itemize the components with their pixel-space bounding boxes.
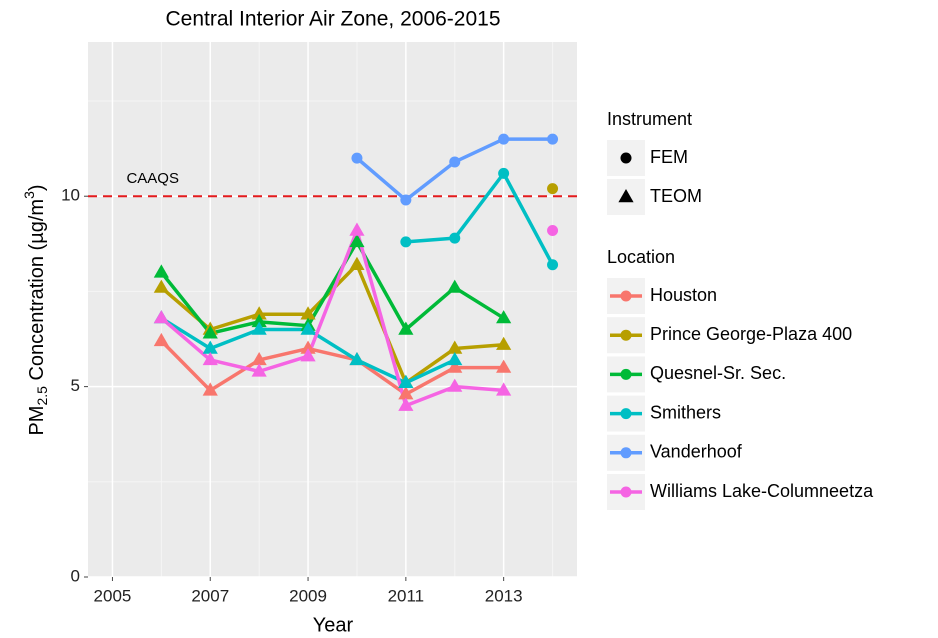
teom-point [496, 382, 512, 396]
legend-symbol [620, 447, 632, 459]
teom-point [202, 340, 218, 354]
teom-point [153, 279, 169, 293]
fem-point [498, 167, 510, 179]
series-line [160, 228, 504, 408]
x-tick-label: 2005 [94, 586, 132, 605]
teom-point [300, 321, 316, 335]
teom-point [349, 222, 365, 236]
y-label-main: PM [26, 406, 48, 436]
teom-point [447, 340, 463, 354]
teom-point [398, 397, 414, 411]
teom-point [251, 363, 267, 377]
teom-point [300, 306, 316, 320]
teom-point [251, 351, 267, 366]
fem-point [547, 133, 559, 145]
fem-point [547, 183, 559, 195]
reference-label: CAAQS [126, 170, 179, 187]
fem-point [547, 259, 559, 271]
teom-point [153, 332, 169, 347]
x-tick-label: 2009 [289, 586, 327, 605]
y-label-sub: 2.5 [34, 386, 50, 406]
fem-point [400, 194, 412, 206]
y-tick-label: 0 [71, 566, 80, 585]
y-axis-label: PM2.5 Concentration (µg/m3) [21, 184, 50, 435]
legend-symbol [620, 290, 632, 302]
legend-symbol [620, 486, 632, 498]
legend-label: TEOM [650, 186, 702, 206]
y-label-sup: 3 [21, 191, 37, 199]
legend-title: Instrument [607, 109, 692, 129]
x-axis-label: Year [313, 614, 354, 636]
legend-symbol [620, 368, 632, 380]
teom-point [153, 264, 169, 278]
y-tick-label: 5 [71, 376, 80, 395]
teom-point [496, 310, 512, 324]
teom-point [251, 313, 267, 328]
teom-point [447, 378, 463, 392]
teom-point [349, 233, 365, 248]
legend-label: Williams Lake-Columneetza [650, 481, 874, 501]
legend-title: Location [607, 247, 675, 267]
x-tick-label: 2007 [191, 586, 229, 605]
legend-label: Vanderhoof [650, 442, 743, 462]
teom-point [349, 256, 365, 270]
fem-point [400, 236, 412, 248]
legend-symbol [620, 152, 632, 164]
series-line [405, 171, 555, 266]
teom-point [398, 321, 414, 335]
legend-symbol [620, 408, 632, 420]
teom-point [300, 348, 316, 362]
y-label-text: Concentration (µg/m [26, 199, 48, 386]
legend-label: Smithers [650, 402, 721, 422]
series-line [160, 339, 504, 396]
teom-point [251, 321, 267, 335]
series-line [159, 240, 505, 336]
teom-point [251, 306, 267, 320]
fem-point [449, 156, 461, 168]
x-tick-label: 2011 [388, 586, 425, 605]
teom-point [300, 340, 316, 354]
teom-point [496, 336, 512, 350]
fem-point [351, 152, 363, 164]
teom-point [153, 310, 169, 324]
y-label-end: ) [26, 184, 48, 191]
teom-point [447, 351, 463, 366]
panel [88, 42, 577, 577]
legend-label: Quesnel-Sr. Sec. [650, 363, 786, 383]
legend-symbol [620, 329, 632, 341]
legend-label: FEM [650, 147, 688, 167]
legend-symbol [618, 189, 634, 203]
teom-point [398, 374, 414, 389]
teom-point [398, 386, 414, 400]
teom-point [349, 351, 365, 366]
x-tick-label: 2013 [485, 586, 523, 605]
y-tick-label: 10 [61, 186, 80, 205]
legend-label: Houston [650, 285, 717, 305]
fem-point [449, 232, 461, 244]
legend-label: Prince George-Plaza 400 [650, 324, 852, 344]
fem-point [498, 133, 510, 145]
teom-point [202, 382, 218, 396]
chart-title: Central Interior Air Zone, 2006-2015 [165, 8, 500, 31]
teom-point [496, 359, 512, 373]
teom-point [202, 325, 218, 339]
teom-point [447, 279, 463, 293]
teom-point [447, 359, 463, 373]
teom-point [202, 351, 218, 366]
fem-point [547, 224, 559, 236]
